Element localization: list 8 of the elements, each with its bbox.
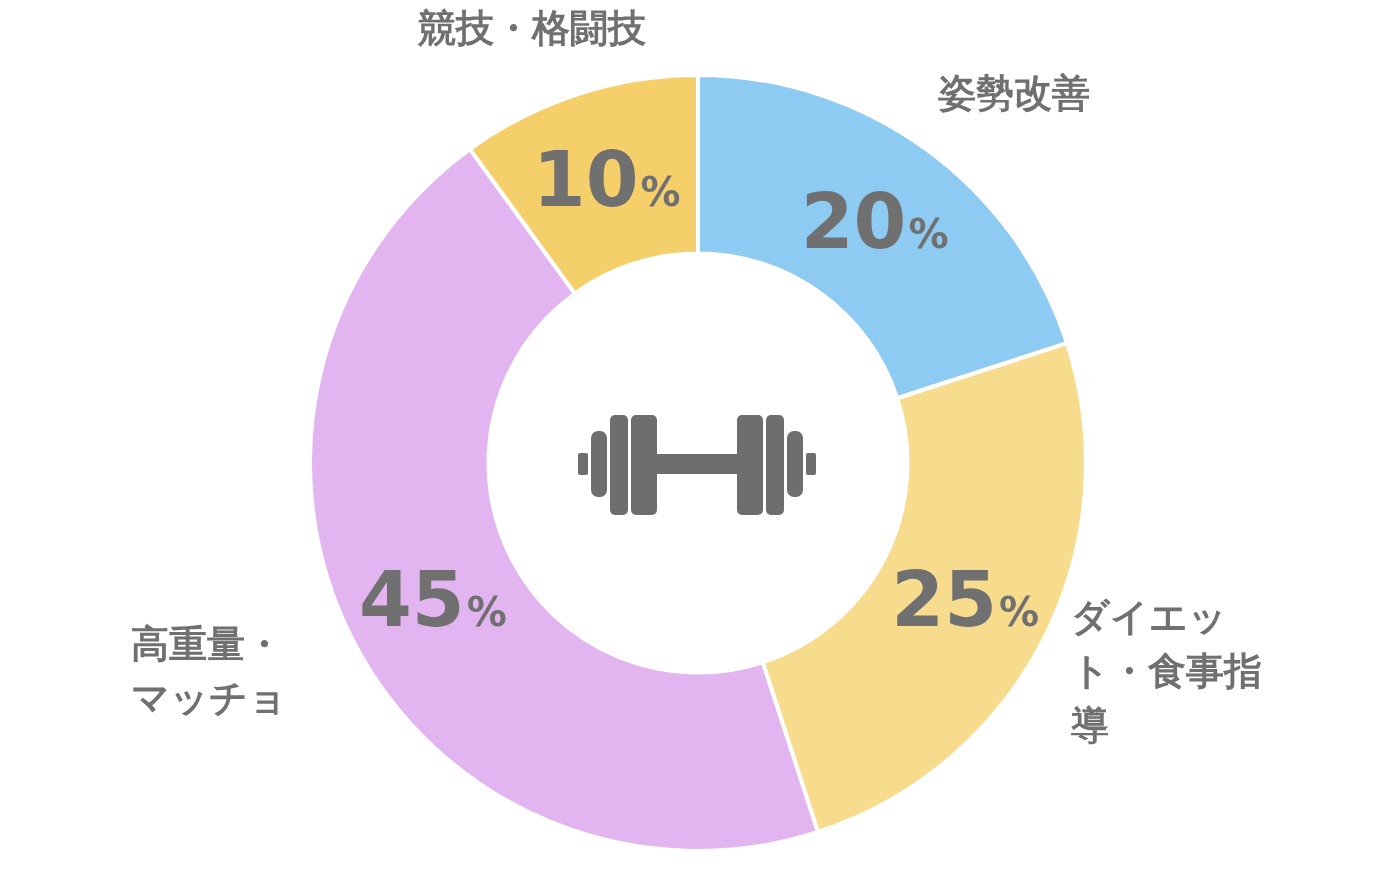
slice-label: ダイエット・食事指導 [1070, 593, 1263, 749]
slice-label: 高重量・マッチョ [131, 620, 289, 722]
slice-label: 姿勢改善 [938, 70, 1091, 118]
data-label: 45% [358, 554, 507, 644]
data-label: 20% [800, 177, 949, 267]
slice-label: 競技・格闘技 [417, 5, 646, 53]
data-label: 25% [891, 554, 1040, 644]
data-label: 10% [532, 134, 681, 224]
